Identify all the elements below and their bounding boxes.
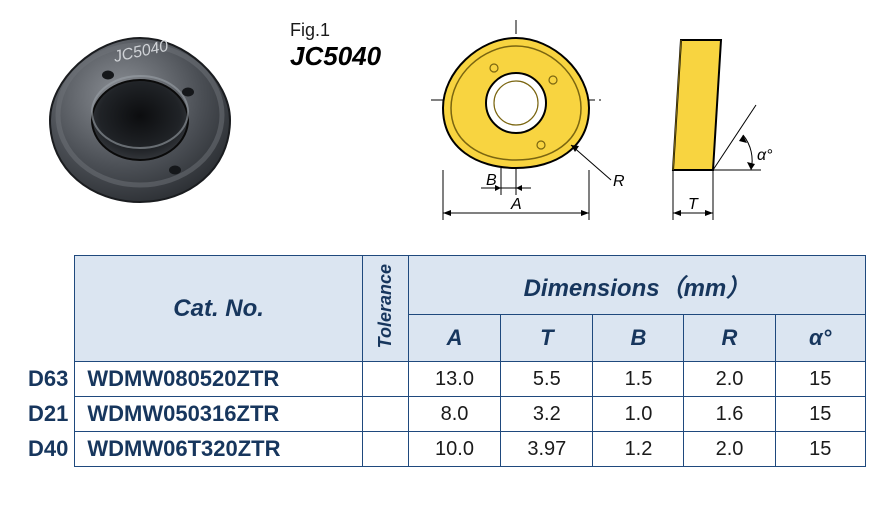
cell-alpha: 15 [775, 432, 865, 467]
insert-photo: JC5040 [20, 20, 260, 220]
table-row: D40 WDMW06T320ZTR 10.0 3.97 1.2 2.0 15 [20, 432, 866, 467]
figure-row: JC5040 Fig.1 JC5040 R [20, 20, 866, 230]
figure-number: Fig.1 [290, 20, 381, 41]
col-header-A: A [408, 315, 500, 362]
cell-T: 5.5 [501, 362, 593, 397]
cell-B: 1.0 [593, 397, 684, 432]
row-label: D63 [20, 362, 75, 397]
cell-B: 1.2 [593, 432, 684, 467]
dim-label-A: A [510, 196, 522, 213]
cell-alpha: 15 [775, 397, 865, 432]
cell-A: 10.0 [408, 432, 500, 467]
cell-T: 3.2 [501, 397, 593, 432]
cell-tolerance [362, 432, 408, 467]
dim-label-R: R [613, 173, 625, 190]
cell-R: 2.0 [684, 362, 775, 397]
col-header-B: B [593, 315, 684, 362]
row-label: D21 [20, 397, 75, 432]
dim-label-T: T [688, 196, 699, 213]
cell-A: 8.0 [408, 397, 500, 432]
cell-catno: WDMW080520ZTR [75, 362, 363, 397]
cell-tolerance [362, 397, 408, 432]
cell-T: 3.97 [501, 432, 593, 467]
col-header-catno: Cat. No. [75, 256, 363, 362]
cell-R: 1.6 [684, 397, 775, 432]
cell-B: 1.5 [593, 362, 684, 397]
cell-tolerance [362, 362, 408, 397]
row-label-spacer [20, 256, 75, 362]
table-row: D63 WDMW080520ZTR 13.0 5.5 1.5 2.0 15 [20, 362, 866, 397]
diagram-side-view: T α° [651, 20, 791, 230]
col-header-R: R [684, 315, 775, 362]
cell-R: 2.0 [684, 432, 775, 467]
dim-label-B: B [486, 172, 497, 189]
table-row: D21 WDMW050316ZTR 8.0 3.2 1.0 1.6 15 [20, 397, 866, 432]
cell-catno: WDMW06T320ZTR [75, 432, 363, 467]
col-header-T: T [501, 315, 593, 362]
figure-title: JC5040 [290, 41, 381, 72]
col-header-alpha: α° [775, 315, 865, 362]
cell-alpha: 15 [775, 362, 865, 397]
cell-catno: WDMW050316ZTR [75, 397, 363, 432]
dim-label-alpha: α° [757, 147, 773, 164]
cell-A: 13.0 [408, 362, 500, 397]
row-label: D40 [20, 432, 75, 467]
col-header-tolerance: Tolerance [362, 256, 408, 362]
col-header-dimensions: Dimensions（mm） [408, 256, 865, 315]
dimensions-table: Cat. No. Tolerance Dimensions（mm） A T B … [20, 255, 866, 467]
figure-diagrams: Fig.1 JC5040 R [290, 20, 791, 230]
diagram-top-view: R B A [401, 20, 631, 230]
